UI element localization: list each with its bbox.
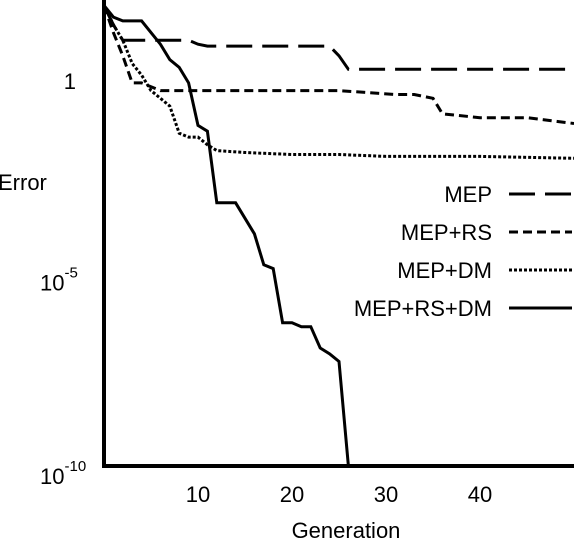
y-axis-label: Error (0, 170, 47, 195)
series-layer (102, 4, 574, 467)
series-line-mep-dm (102, 4, 574, 160)
legend: MEP MEP+RS MEP+DM MEP+RS+DM (354, 182, 572, 321)
y-tick-label: 10-5 (40, 265, 78, 296)
series-line-mep-rs (102, 5, 574, 125)
series-line-mep-rs-dm (102, 4, 350, 467)
y-tick-label: 1 (64, 69, 76, 94)
x-tick-labels: 10 20 30 40 (186, 482, 492, 507)
x-tick-label: 40 (468, 482, 492, 507)
y-tick-labels: 1 10-5 10-10 (40, 69, 86, 489)
legend-label-mep-rs: MEP+RS (401, 220, 492, 245)
x-axis-label: Generation (292, 518, 401, 542)
x-tick-label: 30 (374, 482, 398, 507)
x-tick-label: 10 (186, 482, 210, 507)
series-line-mep (102, 4, 574, 71)
legend-label-mep: MEP (444, 182, 492, 207)
legend-label-mep-rs-dm: MEP+RS+DM (354, 296, 492, 321)
legend-label-mep-dm: MEP+DM (397, 258, 492, 283)
y-tick-label: 10-10 (40, 458, 86, 489)
x-tick-label: 20 (280, 482, 304, 507)
